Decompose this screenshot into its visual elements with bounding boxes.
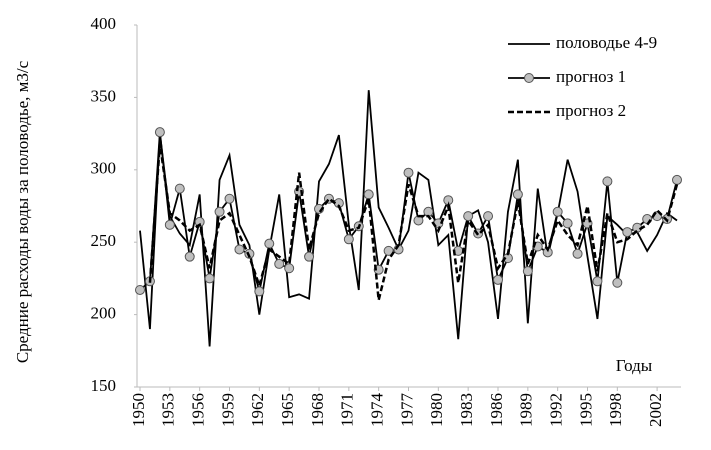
y-tick-label: 200 xyxy=(91,304,117,323)
x-tick-label: 1989 xyxy=(517,393,536,427)
legend-label: прогноз 1 xyxy=(556,67,626,86)
y-axis-title: Средние расходы воды за половодье, м3/с xyxy=(13,60,32,363)
point xyxy=(164,219,175,230)
point xyxy=(612,277,623,288)
x-tick-label: 1974 xyxy=(368,393,387,428)
point xyxy=(184,251,195,262)
series-line xyxy=(148,143,679,301)
x-tick-label: 1971 xyxy=(338,393,357,427)
series-line xyxy=(139,90,678,347)
point xyxy=(403,167,414,178)
x-tick-label: 1956 xyxy=(189,393,208,427)
point xyxy=(264,238,275,249)
x-tick-label: 1962 xyxy=(248,393,267,427)
x-tick-label: 1980 xyxy=(427,393,446,427)
point xyxy=(174,183,185,194)
x-tick-label: 1965 xyxy=(278,393,297,427)
legend-label: половодье 4-9 xyxy=(556,33,657,52)
x-tick-label: 1977 xyxy=(397,393,416,428)
y-tick-label: 250 xyxy=(91,231,117,250)
point xyxy=(622,227,633,238)
x-tick-label: 1950 xyxy=(129,393,148,427)
point xyxy=(363,189,374,200)
point xyxy=(562,218,573,229)
y-tick-label: 300 xyxy=(91,159,117,178)
point xyxy=(204,273,215,284)
point xyxy=(522,266,533,277)
point xyxy=(672,174,682,185)
x-tick-label: 1998 xyxy=(606,393,625,427)
y-tick-label: 350 xyxy=(91,86,117,105)
x-tick-label: 1995 xyxy=(576,393,595,427)
point xyxy=(234,244,245,255)
point xyxy=(552,206,563,217)
point xyxy=(274,258,285,269)
point xyxy=(493,274,503,285)
x-tick-label: 1959 xyxy=(218,393,237,427)
point xyxy=(592,276,603,287)
y-tick-label: 150 xyxy=(91,376,117,395)
point xyxy=(483,211,494,222)
point xyxy=(194,216,205,227)
x-tick-label: 1983 xyxy=(457,393,476,427)
point xyxy=(154,127,165,138)
legend-marker xyxy=(524,73,534,83)
point xyxy=(224,193,235,204)
point xyxy=(512,189,523,200)
x-tick-label: 1968 xyxy=(308,393,327,427)
point xyxy=(214,206,225,217)
point xyxy=(463,211,474,222)
y-tick-label: 400 xyxy=(91,14,117,33)
point xyxy=(602,176,613,187)
point xyxy=(254,286,265,297)
x-tick-label: 1992 xyxy=(547,393,566,427)
x-tick-label: 2002 xyxy=(646,393,665,427)
point xyxy=(304,251,315,262)
point xyxy=(284,263,295,274)
x-tick-label: 1953 xyxy=(159,393,178,427)
point xyxy=(343,234,354,245)
point xyxy=(135,284,145,295)
legend-label: прогноз 2 xyxy=(556,101,626,120)
point xyxy=(383,245,394,256)
point xyxy=(572,248,583,259)
x-tick-label: 1986 xyxy=(487,393,506,427)
annotation: Годы xyxy=(616,356,653,375)
